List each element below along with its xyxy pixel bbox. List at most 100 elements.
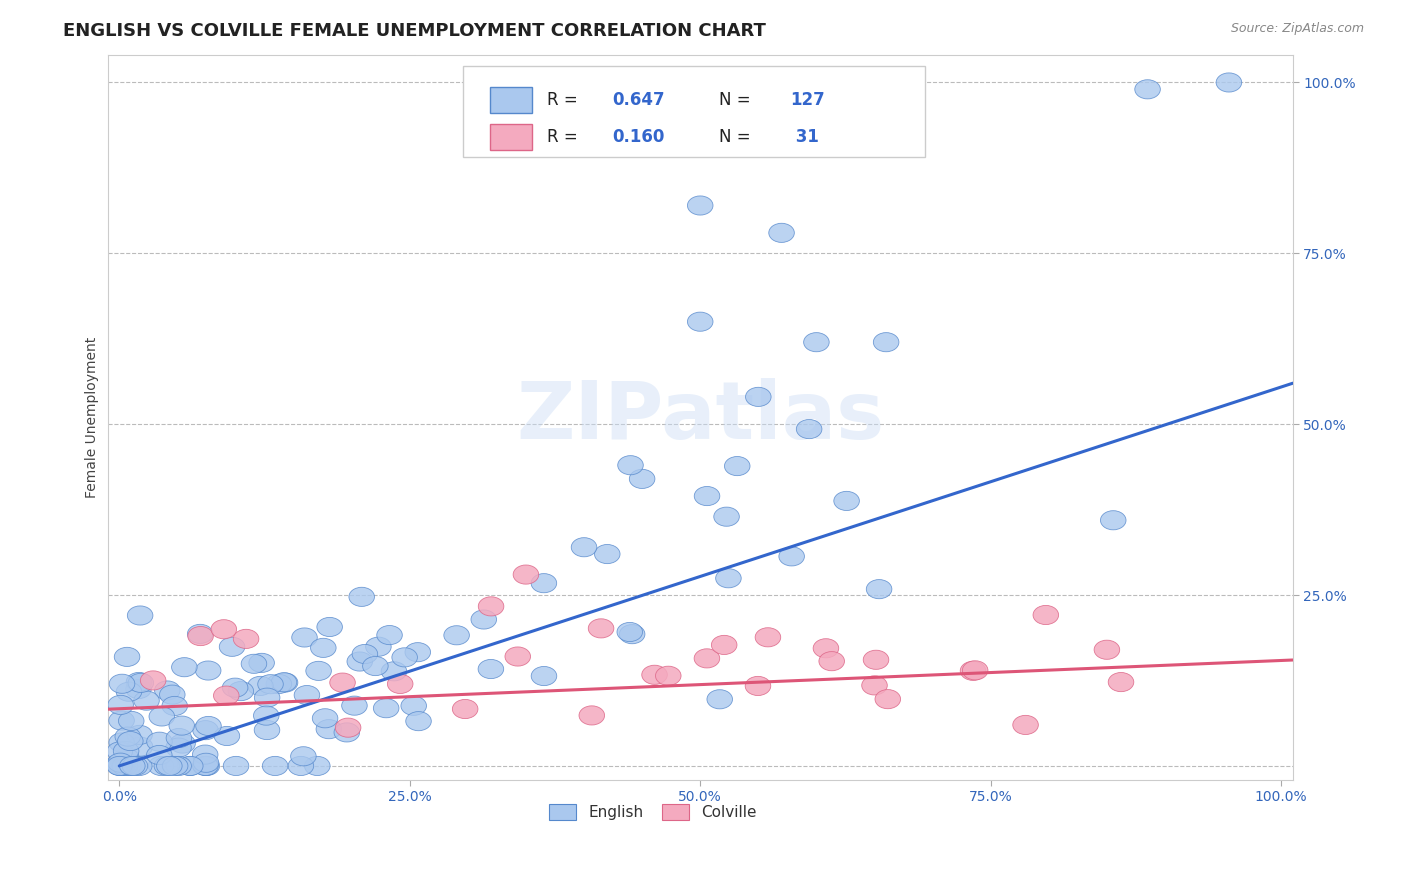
Ellipse shape	[342, 696, 367, 715]
Text: ENGLISH VS COLVILLE FEMALE UNEMPLOYMENT CORRELATION CHART: ENGLISH VS COLVILLE FEMALE UNEMPLOYMENT …	[63, 22, 766, 40]
Ellipse shape	[195, 716, 221, 736]
Text: R =: R =	[547, 91, 583, 109]
Ellipse shape	[214, 686, 239, 706]
FancyBboxPatch shape	[491, 124, 531, 150]
Ellipse shape	[531, 666, 557, 686]
Ellipse shape	[617, 456, 644, 475]
Ellipse shape	[170, 734, 195, 753]
Ellipse shape	[193, 756, 218, 775]
Ellipse shape	[377, 625, 402, 645]
Ellipse shape	[120, 756, 145, 775]
Ellipse shape	[166, 738, 191, 757]
Ellipse shape	[127, 756, 152, 775]
Text: 127: 127	[790, 91, 825, 109]
Ellipse shape	[125, 680, 152, 698]
Ellipse shape	[249, 653, 274, 673]
Ellipse shape	[863, 650, 889, 669]
Ellipse shape	[108, 756, 134, 775]
Ellipse shape	[177, 756, 202, 775]
Ellipse shape	[219, 637, 245, 657]
Ellipse shape	[1135, 79, 1160, 99]
Ellipse shape	[714, 508, 740, 526]
Ellipse shape	[169, 716, 194, 735]
Ellipse shape	[115, 756, 141, 775]
Ellipse shape	[117, 682, 142, 701]
Ellipse shape	[156, 756, 183, 775]
Ellipse shape	[148, 756, 174, 775]
Ellipse shape	[1094, 640, 1119, 659]
Ellipse shape	[291, 747, 316, 766]
Ellipse shape	[1033, 606, 1059, 624]
Ellipse shape	[711, 635, 737, 655]
Ellipse shape	[193, 745, 218, 764]
Ellipse shape	[291, 628, 318, 647]
Ellipse shape	[254, 688, 280, 707]
Ellipse shape	[162, 697, 187, 715]
Ellipse shape	[347, 652, 373, 671]
Ellipse shape	[406, 712, 432, 731]
Text: ZIPatlas: ZIPatlas	[516, 378, 884, 457]
Ellipse shape	[620, 624, 645, 644]
Ellipse shape	[254, 721, 280, 739]
Ellipse shape	[112, 756, 138, 775]
Ellipse shape	[195, 661, 221, 680]
Ellipse shape	[107, 754, 132, 772]
Ellipse shape	[352, 644, 378, 664]
Ellipse shape	[228, 681, 253, 701]
Ellipse shape	[478, 597, 503, 616]
Ellipse shape	[707, 690, 733, 709]
Ellipse shape	[513, 565, 538, 584]
Ellipse shape	[166, 729, 191, 747]
Ellipse shape	[444, 625, 470, 645]
Ellipse shape	[159, 685, 186, 704]
Ellipse shape	[224, 756, 249, 775]
Ellipse shape	[146, 732, 173, 751]
Ellipse shape	[141, 671, 166, 690]
Text: R =: R =	[547, 128, 583, 146]
Ellipse shape	[288, 756, 314, 775]
Ellipse shape	[242, 654, 267, 673]
Ellipse shape	[114, 748, 139, 767]
Ellipse shape	[294, 685, 319, 705]
Ellipse shape	[222, 678, 247, 698]
Ellipse shape	[194, 756, 219, 775]
Ellipse shape	[392, 648, 418, 667]
Ellipse shape	[233, 630, 259, 648]
Ellipse shape	[716, 569, 741, 588]
Ellipse shape	[1012, 715, 1039, 734]
Ellipse shape	[505, 647, 530, 666]
Ellipse shape	[128, 673, 153, 692]
Ellipse shape	[155, 756, 180, 775]
Ellipse shape	[875, 690, 901, 709]
Ellipse shape	[804, 333, 830, 351]
Ellipse shape	[866, 580, 891, 599]
Ellipse shape	[363, 657, 388, 675]
Ellipse shape	[401, 697, 426, 715]
Ellipse shape	[128, 606, 153, 625]
Ellipse shape	[305, 756, 330, 775]
Ellipse shape	[188, 626, 214, 646]
Ellipse shape	[263, 756, 288, 775]
Ellipse shape	[257, 674, 283, 694]
FancyBboxPatch shape	[463, 66, 925, 157]
Ellipse shape	[453, 699, 478, 719]
Ellipse shape	[311, 639, 336, 657]
Ellipse shape	[471, 610, 496, 629]
Ellipse shape	[187, 624, 212, 643]
Ellipse shape	[724, 457, 749, 475]
Ellipse shape	[107, 756, 132, 775]
Ellipse shape	[366, 637, 391, 657]
Ellipse shape	[273, 673, 298, 692]
Ellipse shape	[172, 657, 197, 677]
Ellipse shape	[641, 665, 668, 684]
Ellipse shape	[769, 223, 794, 243]
Ellipse shape	[149, 706, 174, 726]
Ellipse shape	[755, 628, 780, 647]
Text: 0.160: 0.160	[613, 128, 665, 146]
Text: Source: ZipAtlas.com: Source: ZipAtlas.com	[1230, 22, 1364, 36]
Ellipse shape	[579, 706, 605, 725]
Ellipse shape	[834, 491, 859, 510]
Ellipse shape	[107, 756, 134, 775]
Ellipse shape	[381, 662, 406, 681]
Ellipse shape	[316, 720, 342, 739]
